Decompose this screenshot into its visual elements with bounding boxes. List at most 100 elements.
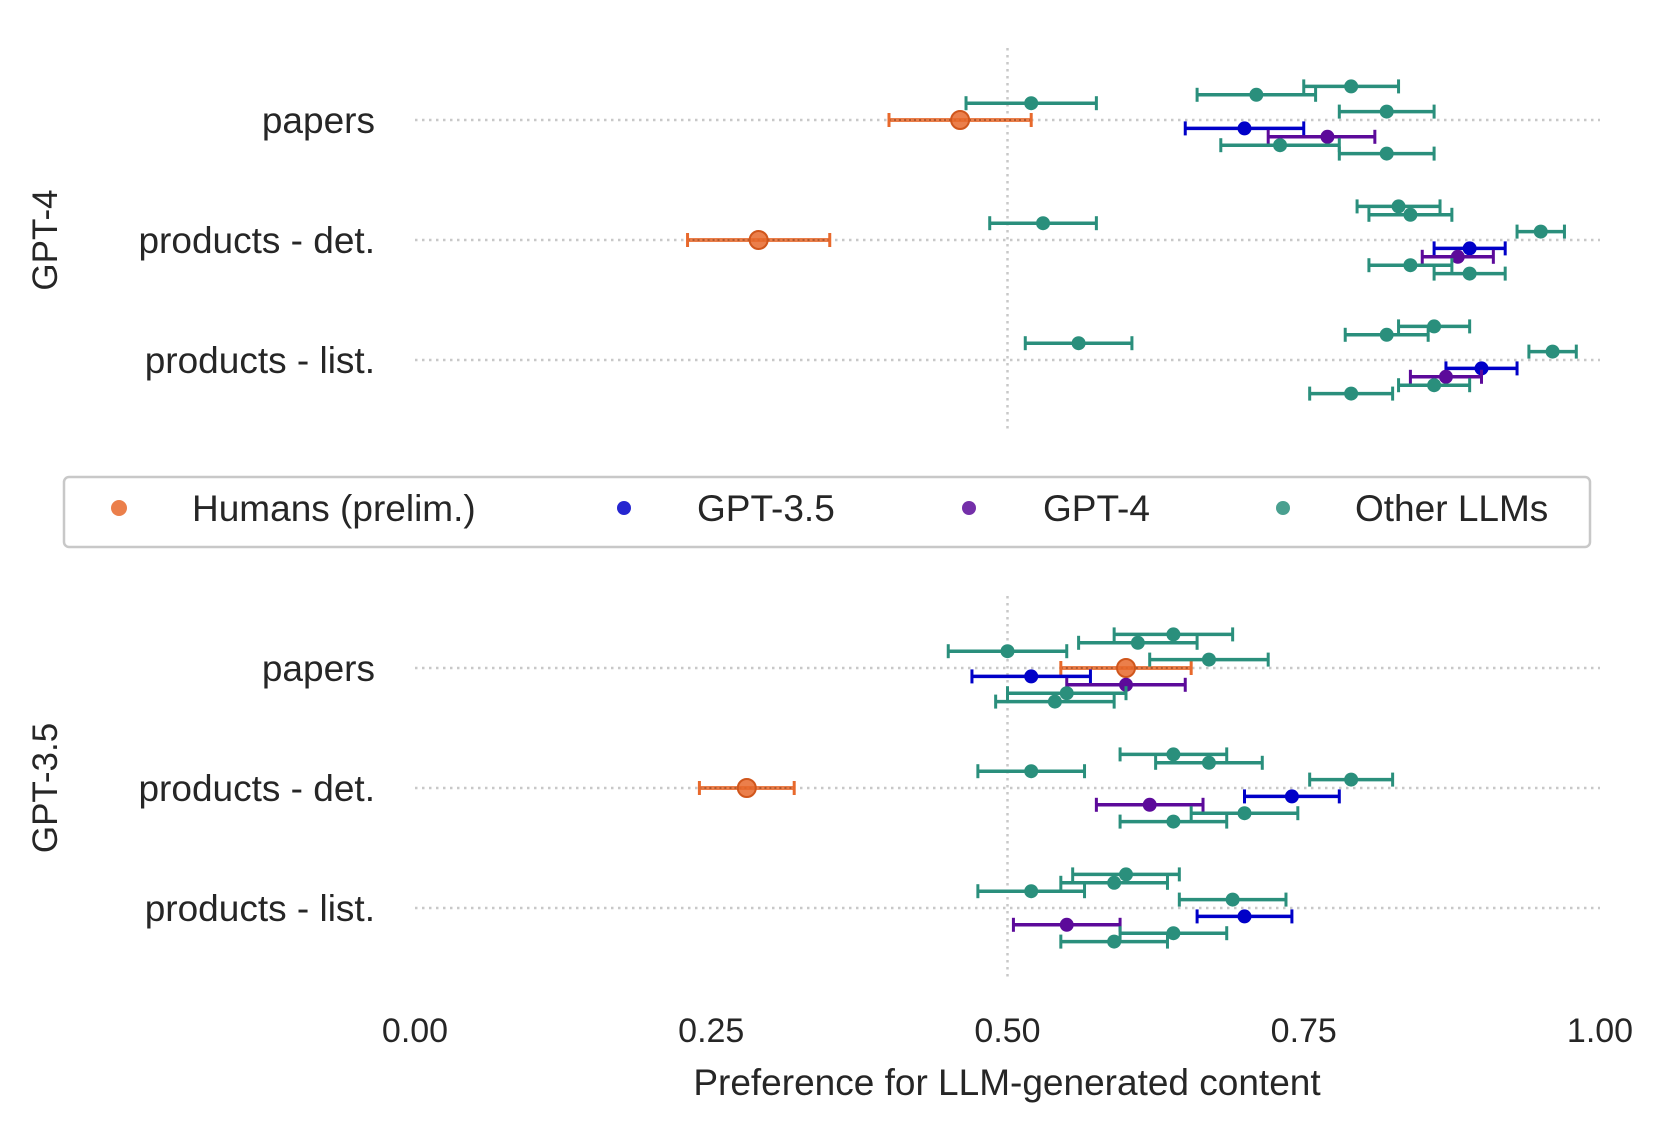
data-point: [1000, 644, 1015, 659]
x-tick-label: 0.50: [974, 1012, 1040, 1050]
legend-marker-gpt4: [962, 501, 976, 515]
data-point: [1036, 216, 1051, 231]
error-bar-point: [1077, 635, 1199, 650]
error-bar-point: [1183, 121, 1306, 136]
data-point: [1024, 96, 1039, 111]
error-bar-point: [1071, 867, 1181, 882]
grid-layer: [415, 48, 1600, 980]
data-point: [1166, 747, 1181, 762]
data-point: [1166, 627, 1181, 642]
error-bar-point: [1118, 747, 1229, 762]
data-point: [1462, 266, 1477, 281]
error-bar-point: [1337, 146, 1436, 161]
data-point: [1166, 926, 1181, 941]
data-point: [1024, 669, 1039, 684]
data-point: [1130, 635, 1145, 650]
data-point: [1107, 934, 1122, 949]
data-point: [1403, 258, 1418, 273]
legend-marker-other: [1276, 501, 1290, 515]
data-point: [1142, 797, 1157, 812]
error-bar-point: [1444, 361, 1519, 376]
data-point: [1462, 241, 1477, 256]
data-point: [736, 778, 757, 798]
category-label: products - list.: [145, 888, 375, 929]
data-point: [1201, 755, 1216, 770]
error-bar-point: [976, 884, 1087, 899]
data-point: [1047, 694, 1062, 709]
data-point: [1237, 909, 1252, 924]
x-tick-label: 1.00: [1567, 1012, 1633, 1050]
error-bar-point: [946, 644, 1069, 659]
data-point: [1284, 789, 1299, 804]
error-bar-point: [1432, 241, 1507, 256]
data-point: [1344, 386, 1359, 401]
data-point: [1166, 814, 1181, 829]
error-bar-point: [1302, 79, 1401, 94]
error-bar-point: [1527, 344, 1578, 359]
error-bar-point: [1420, 249, 1495, 264]
data-point: [1379, 104, 1394, 119]
legend-marker-humans: [111, 500, 127, 516]
data-point: [950, 110, 971, 130]
legend-label-humans: Humans (prelim.): [192, 488, 476, 529]
legend-label-other-llms: Other LLMs: [1355, 488, 1548, 529]
error-bar-point: [988, 216, 1098, 231]
x-axis-title: Preference for LLM-generated content: [693, 1062, 1321, 1103]
error-bar-point: [1515, 224, 1566, 239]
data-point: [1059, 917, 1074, 932]
data-point: [1344, 772, 1359, 787]
data-point: [1379, 146, 1394, 161]
error-bar-point: [1432, 266, 1507, 281]
x-tick-label: 0.00: [382, 1012, 448, 1050]
error-bar-point: [686, 230, 832, 250]
error-bar-point: [1195, 909, 1294, 924]
panel-label-gpt4: GPT-4: [26, 189, 65, 290]
data-point: [1427, 378, 1442, 393]
x-tick-label: 0.25: [678, 1012, 744, 1050]
error-bar-point: [1059, 934, 1169, 949]
data-point: [1533, 224, 1548, 239]
category-label: products - list.: [145, 340, 375, 381]
error-bar-point: [1367, 207, 1454, 222]
marks-layer: [686, 79, 1578, 949]
legend-frame: [62, 475, 1592, 549]
data-point: [1024, 884, 1039, 899]
error-bar-point: [697, 778, 796, 798]
error-bar-point: [1367, 258, 1454, 273]
legend: Humans (prelim.) GPT-3.5 GPT-4 Other LLM…: [62, 475, 1592, 549]
data-point: [1116, 658, 1136, 678]
data-point: [1474, 361, 1489, 376]
error-bar-point: [970, 669, 1092, 684]
error-bar-point: [1023, 336, 1134, 351]
category-label: papers: [262, 648, 375, 689]
data-point: [1391, 199, 1406, 214]
legend-label-gpt35: GPT-3.5: [697, 488, 835, 529]
error-bar-point: [1112, 627, 1235, 642]
error-bar-point: [1094, 797, 1205, 812]
error-bar-point: [1408, 369, 1483, 384]
error-bar-point: [1337, 104, 1436, 119]
data-point: [1273, 138, 1288, 153]
category-label: products - det.: [138, 768, 375, 809]
error-bar-point: [964, 96, 1098, 111]
error-bar-point: [1006, 686, 1128, 701]
data-point: [1119, 867, 1133, 882]
data-point: [1320, 129, 1335, 144]
legend-marker-gpt35: [617, 501, 631, 515]
data-point: [1237, 806, 1252, 821]
error-bar-point: [1243, 789, 1341, 804]
error-bar-point: [1011, 917, 1122, 932]
error-bar-point: [1195, 87, 1318, 102]
error-bar-point: [994, 694, 1116, 709]
data-point: [1379, 327, 1394, 342]
error-bar-point: [1059, 658, 1193, 678]
data-point: [1450, 249, 1465, 264]
data-point: [1119, 677, 1133, 692]
data-point: [1024, 764, 1039, 779]
error-bar-point: [1189, 806, 1300, 821]
error-bar-point: [1397, 378, 1472, 393]
data-point: [1059, 686, 1074, 701]
error-bar-point: [1308, 772, 1395, 787]
data-point: [1344, 79, 1359, 94]
